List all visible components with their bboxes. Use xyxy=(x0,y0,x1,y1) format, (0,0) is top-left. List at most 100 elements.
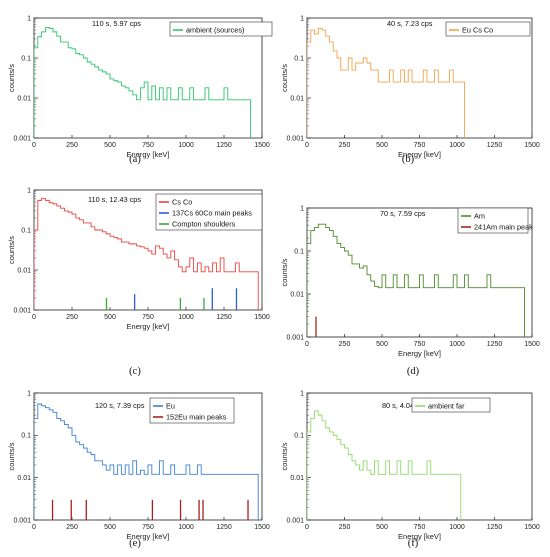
x-tick-label: 250 xyxy=(339,142,351,149)
legend-box xyxy=(155,193,263,231)
x-tick-label: 750 xyxy=(414,142,426,149)
histogram-series xyxy=(34,197,259,310)
y-axis-label: counts/s xyxy=(280,442,289,470)
info-label: 120 s, 7.39 cps xyxy=(95,401,145,410)
x-tick-label: 750 xyxy=(142,142,154,149)
x-tick-label: 1000 xyxy=(449,341,465,348)
y-tick-label: 0.1 xyxy=(294,55,304,62)
histogram-series xyxy=(34,27,252,138)
legend-label: 137Cs 60Co main peaks xyxy=(172,209,252,218)
y-tick-label: 0.01 xyxy=(17,475,31,482)
legend-label: 152Eu main peaks xyxy=(166,413,227,422)
x-tick-label: 1250 xyxy=(216,142,232,149)
panel-label: (c) xyxy=(129,366,141,377)
x-axis-label: Energy [keV] xyxy=(398,150,441,159)
x-tick-label: 750 xyxy=(414,341,426,348)
y-tick-label: 1 xyxy=(300,205,304,212)
x-tick-label: 500 xyxy=(104,142,116,149)
y-tick-label: 0.1 xyxy=(294,433,304,440)
x-tick-label: 1500 xyxy=(254,314,270,321)
legend-box xyxy=(149,397,235,424)
x-tick-label: 1250 xyxy=(216,524,232,531)
x-tick-label: 0 xyxy=(305,142,309,149)
y-tick-label: 1 xyxy=(300,390,304,397)
y-tick-label: 0.01 xyxy=(17,267,31,274)
info-label: 110 s, 12.43 cps xyxy=(88,195,141,204)
x-axis-label: Energy [keV] xyxy=(127,322,170,331)
info-label: 70 s, 7.59 cps xyxy=(380,209,426,218)
legend-box xyxy=(169,21,273,37)
legend-label: ambient far xyxy=(428,402,465,411)
chart-panel-f: 0.001 0.01 0.1 1 0 250 500 750 1000 1250 1500 Energ… xyxy=(280,390,540,549)
legend-label: Compton shoulders xyxy=(172,220,236,229)
info-label: 110 s, 5.97 cps xyxy=(92,19,141,28)
x-tick-label: 1250 xyxy=(487,142,503,149)
x-tick-label: 0 xyxy=(32,524,36,531)
legend-box xyxy=(457,207,529,234)
x-tick-label: 1000 xyxy=(449,142,465,149)
chart-panel-c: 0.001 0.01 0.1 1 0 250 500 750 1000 1250 1500 Energ… xyxy=(7,187,270,377)
legend-label: Eu xyxy=(166,402,175,411)
chart-panel-d: 0.001 0.01 0.1 1 0 250 500 750 1000 1250 1500 Energ… xyxy=(280,205,540,377)
chart-panel-a: 0.001 0.01 0.1 1 0 250 500 750 1000 1250 1500 Energ… xyxy=(7,15,273,165)
y-tick-label: 0.1 xyxy=(21,227,31,234)
x-tick-label: 750 xyxy=(142,314,154,321)
y-axis-label: counts/s xyxy=(280,258,289,286)
x-tick-label: 250 xyxy=(339,524,351,531)
y-axis-label: counts/s xyxy=(7,442,16,470)
x-tick-label: 0 xyxy=(32,142,36,149)
y-axis-label: counts/s xyxy=(7,64,16,92)
y-tick-label: 0.01 xyxy=(290,475,304,482)
y-tick-label: 0.001 xyxy=(13,307,31,314)
x-tick-label: 1500 xyxy=(254,142,270,149)
x-axis-label: Energy [keV] xyxy=(398,532,441,541)
y-tick-label: 0.1 xyxy=(21,433,31,440)
y-axis-label: counts/s xyxy=(280,64,289,92)
x-tick-label: 1500 xyxy=(524,524,540,531)
histogram-series xyxy=(307,27,465,138)
y-tick-label: 0.01 xyxy=(290,95,304,102)
legend-label: 241Am main peak xyxy=(474,223,533,232)
x-axis-label: Energy [keV] xyxy=(127,150,170,159)
x-tick-label: 1000 xyxy=(449,524,465,531)
x-tick-label: 0 xyxy=(305,341,309,348)
histogram-series xyxy=(307,410,462,520)
x-tick-label: 1500 xyxy=(524,341,540,348)
panel-label: (b) xyxy=(402,154,415,165)
legend-box xyxy=(411,397,491,413)
x-axis-label: Energy [keV] xyxy=(398,349,441,358)
y-tick-label: 1 xyxy=(300,15,304,22)
x-tick-label: 500 xyxy=(376,341,388,348)
y-tick-label: 1 xyxy=(27,15,31,22)
info-label: 40 s, 7.23 cps xyxy=(387,19,433,28)
x-tick-label: 500 xyxy=(104,524,116,531)
x-tick-label: 1000 xyxy=(178,524,194,531)
y-tick-label: 1 xyxy=(27,187,31,194)
y-tick-label: 0.1 xyxy=(21,55,31,62)
x-tick-label: 0 xyxy=(305,524,309,531)
panel-label: (a) xyxy=(129,154,141,165)
chart-panel-b: 0.001 0.01 0.1 1 0 250 500 750 1000 1250 1500 Energ… xyxy=(280,15,540,165)
x-tick-label: 1250 xyxy=(216,314,232,321)
y-tick-label: 0.01 xyxy=(290,291,304,298)
x-tick-label: 750 xyxy=(414,524,426,531)
info-label: 80 s, 4.04 cps xyxy=(382,401,428,410)
chart-panel-e: 0.001 0.01 0.1 1 0 250 500 750 1000 1250 1500 Energ… xyxy=(7,390,270,549)
y-tick-label: 0.001 xyxy=(286,135,304,142)
y-tick-label: 0.001 xyxy=(13,135,31,142)
x-tick-label: 250 xyxy=(339,341,351,348)
x-tick-label: 500 xyxy=(104,314,116,321)
panel-label: (e) xyxy=(129,538,141,549)
x-tick-label: 500 xyxy=(376,142,388,149)
y-tick-label: 0.001 xyxy=(286,334,304,341)
panel-label: (d) xyxy=(407,366,420,377)
legend-label: Am xyxy=(474,212,485,221)
legend-box xyxy=(445,21,531,37)
x-tick-label: 1500 xyxy=(254,524,270,531)
y-tick-label: 0.001 xyxy=(286,517,304,524)
x-tick-label: 250 xyxy=(66,524,78,531)
x-tick-label: 1250 xyxy=(487,524,503,531)
y-tick-label: 0.1 xyxy=(294,248,304,255)
histogram-series xyxy=(34,403,259,520)
